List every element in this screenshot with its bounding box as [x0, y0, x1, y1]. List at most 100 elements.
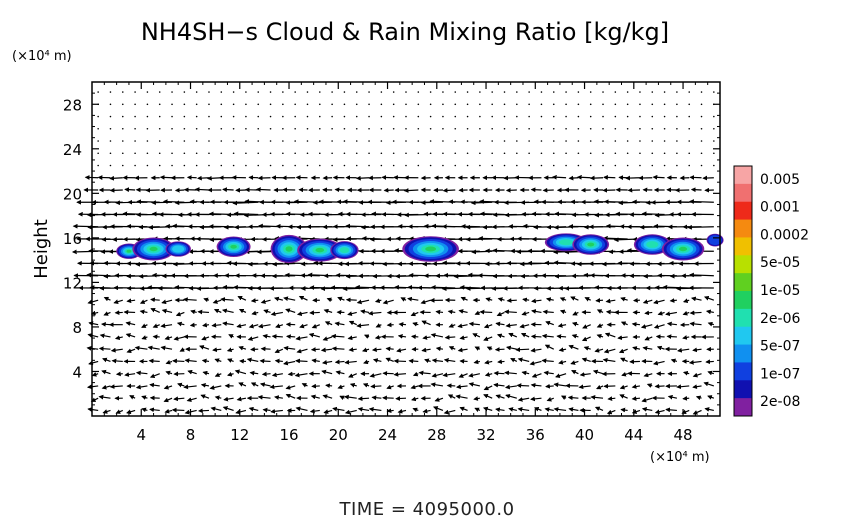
wind-vector	[676, 115, 678, 118]
wind-vector	[397, 408, 407, 414]
cloud-patch	[216, 236, 251, 258]
wind-vector	[210, 406, 222, 412]
wind-vector	[430, 333, 444, 338]
wind-vector	[571, 370, 579, 375]
wind-vector	[148, 358, 160, 364]
wind-vector	[442, 91, 444, 93]
cloud-contour	[315, 247, 325, 253]
wind-vector	[250, 382, 259, 387]
colorbar-swatch	[734, 308, 752, 328]
wind-vector	[386, 384, 394, 390]
wind-vector	[558, 347, 567, 353]
wind-vector	[458, 309, 468, 314]
wind-vector	[657, 310, 665, 316]
wind-vector	[343, 394, 357, 400]
wind-vector	[236, 323, 247, 329]
wind-vector	[232, 103, 235, 106]
wind-vector	[528, 91, 530, 93]
wind-vector	[134, 115, 136, 118]
wind-vector	[306, 115, 309, 118]
wind-vector	[583, 346, 591, 351]
wind-vector	[486, 346, 493, 351]
wind-vector	[639, 91, 641, 93]
wind-vector	[208, 91, 210, 93]
wind-vector	[651, 91, 654, 93]
wind-vector	[109, 115, 112, 118]
wind-vector	[139, 299, 148, 304]
wind-vector	[410, 384, 419, 390]
wind-vector	[282, 140, 284, 142]
wind-vector	[653, 324, 665, 329]
wind-vector	[692, 409, 702, 415]
wind-vector	[369, 373, 382, 378]
wind-vector	[238, 345, 247, 351]
wind-vector	[274, 296, 284, 302]
wind-vector	[466, 127, 469, 130]
colorbar-label: 0.001	[760, 200, 800, 216]
wind-vector	[552, 91, 555, 93]
wind-vector	[370, 383, 382, 389]
wind-vector	[431, 358, 444, 364]
wind-vector	[368, 152, 370, 155]
wind-vector	[274, 358, 283, 364]
wind-vector	[238, 382, 247, 387]
wind-vector	[653, 360, 665, 366]
wind-vector	[568, 407, 579, 412]
wind-vector	[101, 369, 111, 375]
wind-vector	[271, 334, 283, 339]
wind-vector	[311, 383, 320, 389]
wind-vector	[474, 407, 481, 413]
wind-vector	[466, 164, 469, 167]
wind-vector	[175, 311, 185, 317]
wind-vector	[184, 358, 197, 364]
wind-vector	[245, 115, 247, 118]
wind-vector	[614, 164, 617, 167]
wind-vector	[310, 394, 320, 400]
wind-vector	[405, 152, 407, 155]
wind-vector	[87, 299, 99, 305]
wind-vector	[183, 384, 197, 390]
wind-vector	[520, 332, 530, 338]
wind-vector	[528, 127, 530, 130]
wind-vector	[495, 321, 505, 327]
wind-vector	[590, 395, 604, 400]
x-unit-label: (×10⁴ m)	[650, 450, 710, 465]
wind-vector	[410, 311, 419, 317]
wind-vector	[150, 308, 160, 314]
wind-vector	[491, 127, 493, 130]
wind-vector	[319, 164, 321, 167]
wind-vector	[275, 323, 284, 329]
wind-vector	[200, 382, 210, 388]
wind-vector	[392, 164, 395, 167]
wind-vector	[121, 115, 124, 118]
wind-vector	[220, 140, 223, 142]
wind-vector	[206, 175, 222, 181]
x-tick-label: 28	[427, 426, 446, 444]
wind-vector	[682, 335, 690, 340]
wind-vector	[197, 309, 210, 315]
wind-vector	[432, 406, 444, 411]
wind-vector	[113, 299, 123, 304]
wind-vector	[505, 345, 517, 351]
colorbar-swatch	[734, 255, 752, 274]
wind-vector	[363, 359, 370, 365]
wind-vector	[234, 369, 247, 375]
wind-vector	[663, 115, 666, 118]
wind-vector	[220, 103, 223, 106]
wind-vector	[700, 140, 703, 142]
wind-vector	[540, 164, 543, 167]
wind-vector	[227, 358, 234, 363]
wind-vector	[208, 164, 210, 167]
colorbar-label: 1e-05	[760, 283, 800, 299]
wind-vector	[174, 200, 197, 206]
wind-vector	[429, 152, 432, 155]
wind-vector	[458, 373, 468, 378]
wind-vector	[248, 323, 259, 329]
wind-vector	[348, 373, 357, 378]
wind-vector	[522, 297, 530, 303]
wind-vector	[88, 321, 99, 326]
wind-vector	[362, 383, 370, 388]
wind-vector	[282, 115, 284, 118]
wind-vector	[483, 323, 493, 329]
wind-vector	[138, 273, 160, 279]
